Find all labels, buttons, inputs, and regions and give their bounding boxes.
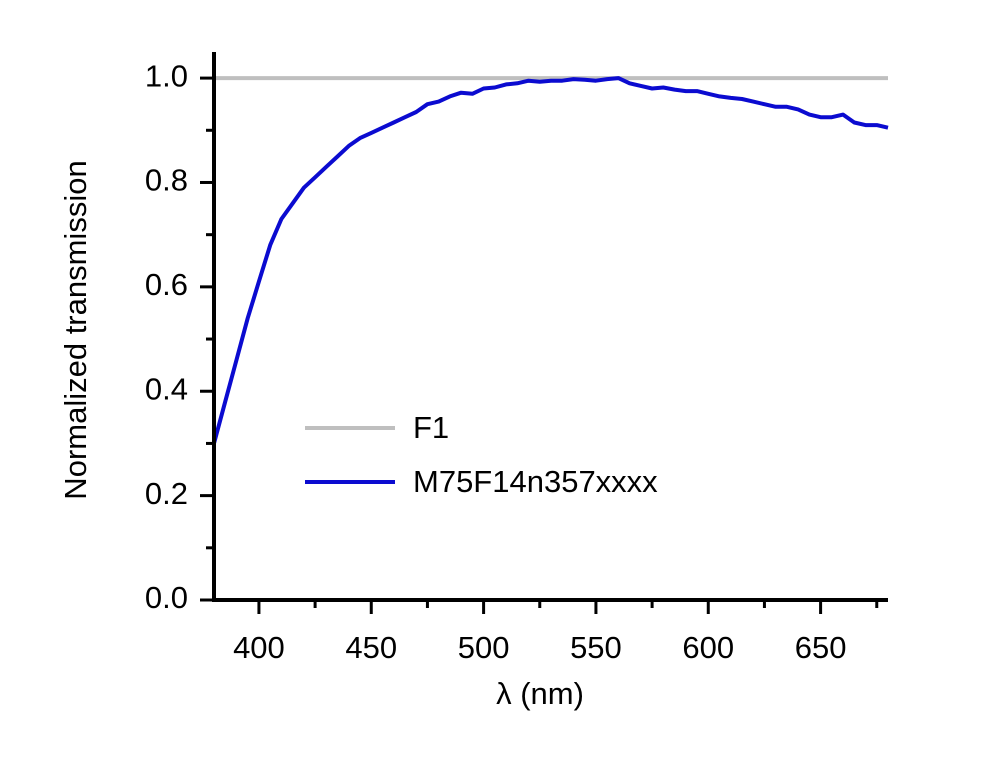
y-axis-label: Normalized transmission xyxy=(58,160,93,499)
x-tick-label: 500 xyxy=(458,630,510,665)
x-tick-label: 600 xyxy=(682,630,734,665)
y-tick-label: 0.6 xyxy=(145,267,188,302)
x-tick-label: 550 xyxy=(570,630,622,665)
y-tick-label: 0.4 xyxy=(145,371,188,406)
legend-label: M75F14n357xxxx xyxy=(413,464,658,499)
x-tick-label: 400 xyxy=(233,630,285,665)
x-tick-label: 650 xyxy=(795,630,847,665)
y-tick-label: 0.2 xyxy=(145,476,188,511)
y-tick-label: 1.0 xyxy=(145,58,188,93)
legend-label: F1 xyxy=(413,410,449,445)
x-tick-label: 450 xyxy=(345,630,397,665)
y-tick-label: 0.8 xyxy=(145,163,188,198)
series-line xyxy=(212,76,889,444)
y-tick-label: 0.0 xyxy=(145,580,188,615)
x-axis-label: λ (nm) xyxy=(496,676,584,711)
